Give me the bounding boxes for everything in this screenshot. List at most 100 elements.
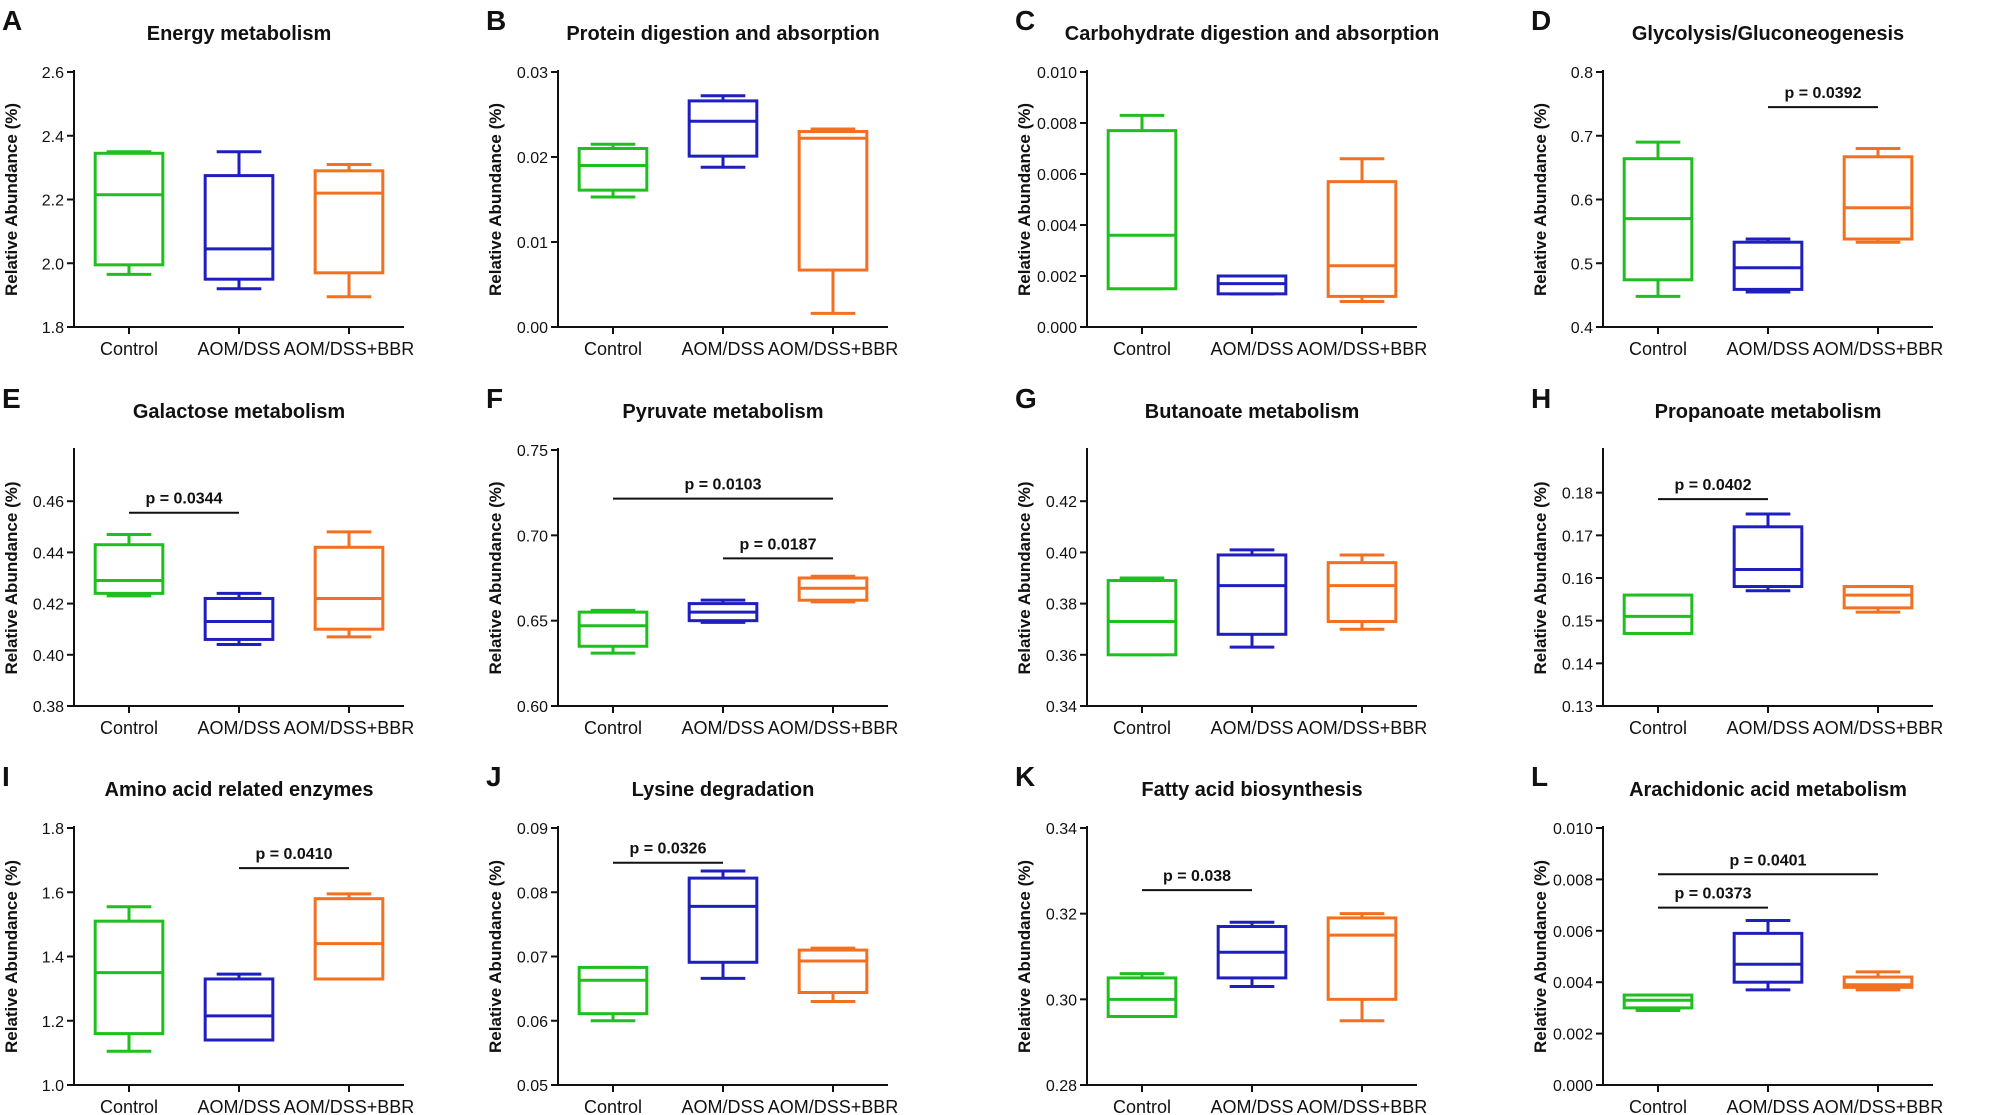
y-tick-label: 0.8 [1571,65,1593,82]
y-axis-label: Relative Abundance (%) [1015,860,1034,1053]
y-tick-label: 2.0 [42,256,64,273]
x-category-label: AOM/DSS [197,1097,280,1115]
y-tick-label: 1.8 [42,320,64,337]
panel-title: Galactose metabolism [133,401,345,423]
panel-title: Carbohydrate digestion and absorption [1065,23,1439,45]
y-tick-label: 0.010 [1037,65,1077,82]
y-tick-label: 0.00 [517,320,548,337]
p-value-label: p = 0.0401 [1730,852,1807,869]
iqr-box [1106,579,1178,657]
x-category-label: AOM/DSS+BBR [1813,339,1944,359]
x-category-label: Control [584,718,642,738]
x-category-label: Control [1629,718,1687,738]
x-category-label: AOM/DSS [1726,1097,1809,1115]
y-axis-label: Relative Abundance (%) [2,860,21,1053]
y-axis-label: Relative Abundance (%) [486,103,505,296]
y-tick-label: 0.70 [517,528,548,545]
x-category-label: AOM/DSS+BBR [284,339,415,359]
panel-b: B Protein digestion and absorption Relativ… [486,5,898,359]
panel-letter: J [486,761,502,792]
box-plot-aom-dss [1216,920,1288,988]
panel-title: Fatty acid biosynthesis [1141,779,1362,801]
iqr-box [1842,155,1914,241]
iqr-box [1326,916,1398,1001]
x-category-label: Control [1113,339,1171,359]
box-plot-control [1622,993,1694,1012]
panel-letter: B [486,5,506,36]
iqr-box [93,919,165,1036]
box-plot-aom-dss-bbr [1326,157,1398,303]
y-tick-label: 0.004 [1553,975,1593,992]
panel-title: Amino acid related enzymes [105,779,374,801]
y-tick-label: 0.42 [1046,494,1077,511]
iqr-box [1732,240,1804,291]
p-value-label: p = 0.0373 [1675,886,1752,903]
panel-letter: E [2,383,21,414]
x-category-label: Control [584,339,642,359]
x-category-label: Control [100,1097,158,1115]
iqr-box [577,965,649,1016]
panel-k: K Fatty acid biosynthesis Relative Abundan… [1015,761,1427,1115]
y-tick-label: 0.38 [1046,597,1077,614]
x-category-label: Control [100,718,158,738]
iqr-box [577,147,649,192]
x-category-label: AOM/DSS+BBR [768,1097,899,1115]
y-tick-label: 0.17 [1562,528,1593,545]
box-plot-aom-dss-bbr [313,162,385,299]
panel-letter: L [1531,761,1548,792]
y-tick-label: 0.01 [517,235,548,252]
panel-title: Energy metabolism [147,23,332,45]
y-tick-label: 0.5 [1571,256,1593,273]
panel-title: Glycolysis/Gluconeogenesis [1632,23,1904,45]
y-tick-label: 0.14 [1562,656,1593,673]
x-category-label: Control [1113,1097,1171,1115]
y-tick-label: 0.30 [1046,992,1077,1009]
y-tick-label: 0.02 [517,150,548,167]
y-tick-label: 0.75 [517,443,548,460]
panel-a: A Energy metabolism Relative Abundance (%)… [2,5,414,359]
p-value-label: p = 0.0103 [685,477,762,494]
iqr-box [1106,129,1178,291]
iqr-box [1326,561,1398,624]
panel-title: Butanoate metabolism [1145,401,1359,423]
y-tick-label: 0.15 [1562,614,1593,631]
y-tick-label: 0.40 [33,648,64,665]
panel-e: E Galactose metabolism Relative Abundance … [2,383,414,738]
y-tick-label: 0.28 [1046,1078,1077,1095]
x-category-label: AOM/DSS [681,1097,764,1115]
x-category-label: AOM/DSS+BBR [284,1097,415,1115]
y-tick-label: 0.002 [1037,269,1077,286]
y-tick-label: 1.6 [42,885,64,902]
box-plot-control [577,142,649,199]
p-value-label: p = 0.0187 [740,536,817,553]
box-plot-aom-dss-bbr [313,530,385,639]
iqr-box [93,151,165,267]
y-tick-label: 1.8 [42,821,64,838]
x-category-label: AOM/DSS [1726,339,1809,359]
iqr-box [93,543,165,595]
x-category-label: AOM/DSS [681,718,764,738]
y-tick-label: 0.010 [1553,821,1593,838]
x-category-label: Control [1629,339,1687,359]
box-plot-control [93,150,165,276]
panel-letter: G [1015,383,1037,414]
box-plot-aom-dss [203,150,275,291]
iqr-box [203,596,275,641]
y-axis-label: Relative Abundance (%) [1531,860,1550,1053]
y-axis-label: Relative Abundance (%) [2,103,21,296]
y-tick-label: 1.0 [42,1078,64,1095]
y-tick-label: 0.006 [1037,167,1077,184]
x-category-label: Control [1113,718,1171,738]
panel-c: C Carbohydrate digestion and absorption Re… [1015,5,1439,359]
iqr-box [313,545,385,631]
iqr-box [1326,180,1398,298]
panel-title: Protein digestion and absorption [566,23,879,45]
panel-letter: D [1531,5,1551,36]
panel-letter: H [1531,383,1551,414]
y-tick-label: 0.44 [33,545,64,562]
y-tick-label: 0.008 [1553,872,1593,889]
y-tick-label: 0.16 [1562,571,1593,588]
panel-letter: I [2,761,10,792]
box-plot-aom-dss-bbr [1842,147,1914,244]
y-tick-label: 0.36 [1046,648,1077,665]
